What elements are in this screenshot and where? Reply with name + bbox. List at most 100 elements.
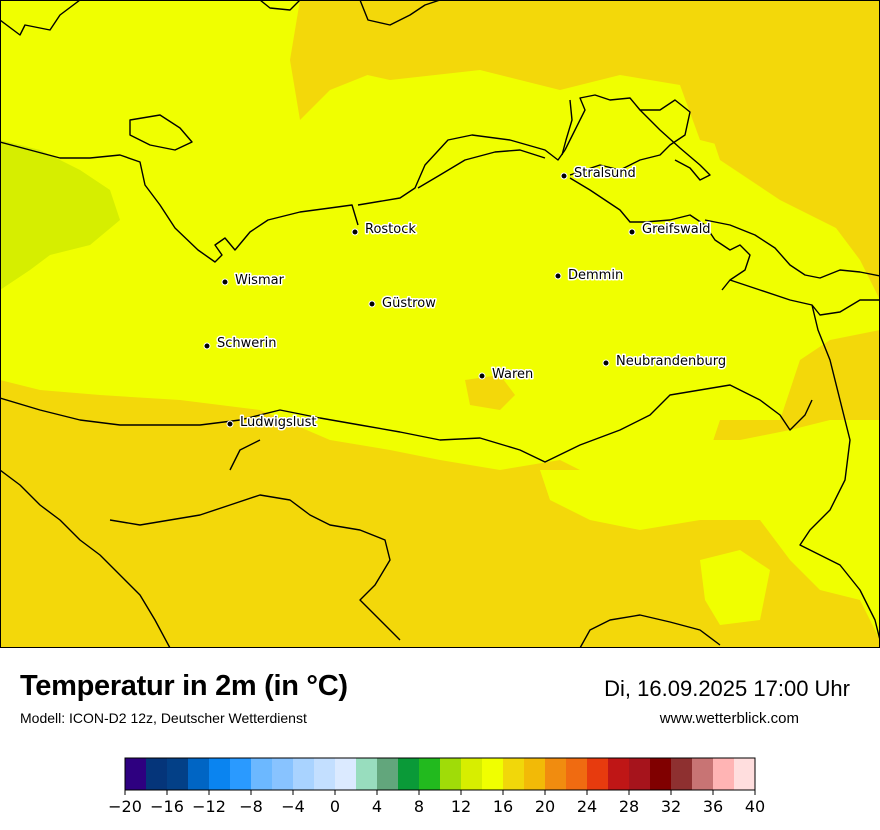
legend-tick-label: 0 [330,797,340,816]
temperature-field-18-patch-east [620,0,880,240]
legend-ticks: −20 −16 −12 −8 −4 0 4 8 12 16 20 24 28 32 36 40 [108,790,765,816]
city-label: Ludwigslust [240,415,317,430]
legend-swatch [629,758,651,790]
coast-island-2 [259,0,301,11]
legend-swatch [419,758,441,790]
city-label: Wismar [235,273,285,288]
city-dot [554,272,562,280]
city-dot [478,372,486,380]
color-legend: −20 −16 −12 −8 −4 0 4 8 12 16 20 24 28 32 36 40 [108,757,765,816]
border-state-south [0,384,813,463]
city-label: Waren [492,367,533,382]
legend-tick-label: 40 [745,797,765,816]
legend-swatch [671,758,693,790]
city-stralsund: Stralsund [560,165,637,183]
legend-tick-label: 4 [372,797,382,816]
city-markers: Stralsund Rostock Greifswald Wismar Demm… [203,165,728,432]
city-waren: Waren [478,366,535,384]
city-label: Greifswald [642,222,711,237]
legend-swatch [461,758,483,790]
legend-tick-label: −16 [150,797,184,816]
city-greifswald: Greifswald [628,221,712,239]
website-link[interactable]: www.wetterblick.com [659,710,799,727]
legend-swatch [167,758,189,790]
coast-west-bay [0,141,359,263]
legend-swatch [713,758,735,790]
city-dot [602,359,610,367]
coast-stettin-lagoon [729,279,880,316]
coast-island-3 [359,0,441,26]
legend-swatches [124,757,756,791]
coast-greifswald [569,177,751,291]
legend-swatch [482,758,504,790]
legend-swatch [608,758,630,790]
model-info: Modell: ICON-D2 12z, Deutscher Wetterdie… [20,710,307,726]
coastlines [0,0,880,648]
legend-swatch [209,758,231,790]
temperature-field-18-patch-north [290,0,460,120]
legend-swatch [377,758,399,790]
city-dot [368,300,376,308]
city-dot [628,228,636,236]
border-inner-southeast [579,614,721,648]
temperature-field-16 [0,0,880,480]
legend-tick-label: −4 [281,797,305,816]
legend-tick-label: −8 [239,797,263,816]
legend-swatch [587,758,609,790]
border-poland [799,304,880,641]
legend-swatch [293,758,315,790]
border-lower-saxony [0,469,171,648]
legend-frame [124,757,756,791]
city-label: Demmin [568,268,623,283]
city-label: Güstrow [382,296,436,311]
coast-rostock-east [357,134,566,206]
legend-swatch [398,758,420,790]
coast-ruegen-east [639,109,711,181]
city-label: Schwerin [217,336,276,351]
temperature-map: Stralsund Rostock Greifswald Wismar Demm… [0,0,880,648]
city-neubrandenburg: Neubrandenburg [602,353,728,371]
coast-denmark [0,0,81,36]
legend-tick-label: 8 [414,797,424,816]
temperature-field-18-patch-waren [465,375,515,410]
city-label: Rostock [365,222,416,237]
border-inner-west [109,494,401,641]
legend-swatch [734,758,756,790]
legend-swatch [230,758,252,790]
coast-island-1 [129,114,193,151]
legend-swatch [692,758,714,790]
legend-tick-label: 20 [535,797,555,816]
legend-tick-label: 28 [619,797,639,816]
border-inner-south [229,439,261,471]
legend-swatch [125,758,147,790]
legend-swatch [314,758,336,790]
legend-swatch [272,758,294,790]
coast-fischland [417,149,546,189]
coast-ruegen [564,94,691,176]
city-label: Stralsund [574,166,636,181]
legend-swatch [356,758,378,790]
temperature-field-16-south [540,420,880,640]
legend-tick-label: 16 [493,797,513,816]
city-dot [351,228,359,236]
legend-swatch [335,758,357,790]
city-dot [560,172,568,180]
city-guestrow: Güstrow [368,295,438,313]
coast-hiddensee [561,99,573,156]
legend-tick-label: −12 [192,797,226,816]
map-footer: Temperatur in 2m (in °C) Modell: ICON-D2… [0,648,880,830]
temperature-field-16-spot [700,550,770,625]
legend-tick-label: 24 [577,797,597,816]
legend-swatch [146,758,168,790]
legend-swatch [440,758,462,790]
legend-swatch [188,758,210,790]
map-title: Temperatur in 2m (in °C) [20,670,348,702]
legend-tick-label: −20 [108,797,142,816]
city-ludwigslust: Ludwigslust [226,414,318,432]
city-dot [226,420,234,428]
legend-swatch [650,758,672,790]
legend-tick-label: 32 [661,797,681,816]
city-rostock: Rostock [351,221,418,239]
legend-swatch [503,758,525,790]
city-dot [203,342,211,350]
